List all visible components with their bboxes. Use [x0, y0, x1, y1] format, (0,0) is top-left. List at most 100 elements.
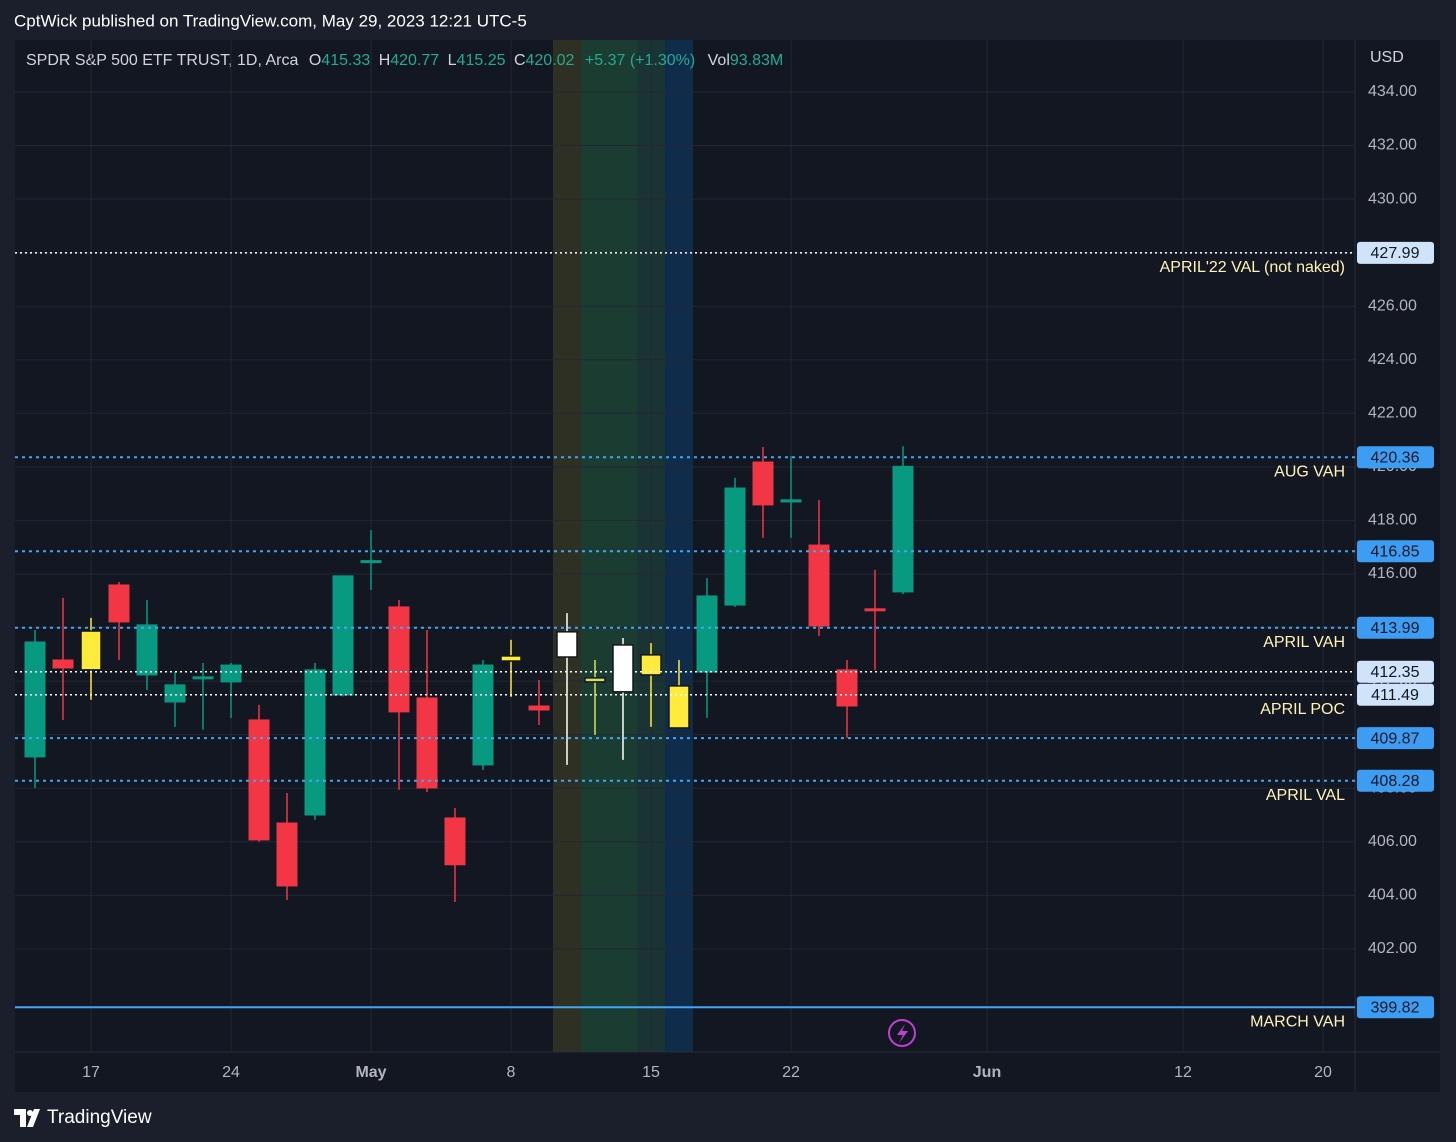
y-tick-label: 422.00 — [1368, 405, 1417, 422]
x-tick-label: 15 — [642, 1064, 660, 1081]
y-tick-label: 434.00 — [1368, 83, 1417, 100]
level-label: APRIL VAL — [1266, 787, 1345, 804]
band — [553, 40, 581, 1052]
candle-body — [612, 644, 634, 693]
candle-body — [416, 697, 438, 789]
y-tick-label: 426.00 — [1368, 297, 1417, 314]
candle-body — [472, 664, 494, 766]
level-badge — [1357, 446, 1434, 469]
candle-body — [360, 560, 382, 564]
brand-name: TradingView — [47, 1107, 152, 1128]
level-value: 412.35 — [1371, 664, 1420, 681]
currency-label: USD — [1370, 49, 1404, 66]
candle-body — [248, 719, 270, 841]
candle-body — [304, 669, 326, 816]
y-tick-label: 402.00 — [1368, 940, 1417, 957]
candle-body — [388, 606, 410, 713]
legend: SPDR S&P 500 ETF TRUST, 1D, Arca O415.33… — [26, 52, 783, 69]
candle-body — [752, 461, 774, 506]
candle-body — [724, 487, 746, 606]
y-tick-label: 406.00 — [1368, 833, 1417, 850]
legend-key: H — [379, 52, 391, 69]
y-tick-label: 432.00 — [1368, 137, 1417, 154]
candle-body — [808, 544, 830, 627]
candle-body — [640, 654, 662, 676]
publisher-header: CptWick published on TradingView.com, Ma… — [14, 11, 527, 30]
legend-key: C — [514, 52, 526, 69]
brand-logo — [14, 1109, 40, 1127]
level-badge — [1357, 727, 1434, 750]
level-badge — [1357, 996, 1434, 1019]
level-badge — [1357, 660, 1434, 683]
level-label: APRIL VAH — [1263, 634, 1345, 651]
alert-icon — [888, 1019, 916, 1047]
level-value: 408.28 — [1371, 773, 1420, 790]
level-value: 413.99 — [1371, 620, 1420, 637]
candle-body — [836, 669, 858, 707]
level-value: 416.85 — [1371, 543, 1420, 560]
x-tick-label: 12 — [1174, 1064, 1192, 1081]
brand-logo — [27, 1110, 33, 1116]
candle-body — [892, 465, 914, 593]
level-value: 399.82 — [1371, 999, 1420, 1016]
level-label: AUG VAH — [1274, 463, 1345, 480]
candle-body — [276, 822, 298, 887]
level-value: 420.36 — [1371, 449, 1420, 466]
candle-body — [192, 676, 214, 680]
candle-body — [584, 677, 606, 683]
y-tick-label: 430.00 — [1368, 190, 1417, 207]
candle-body — [52, 659, 74, 669]
candle-body — [332, 575, 354, 696]
candle-body — [108, 584, 130, 623]
legend-value: 420.77 — [390, 52, 439, 69]
candle-body — [220, 664, 242, 683]
level-badge — [1357, 540, 1434, 563]
legend-key: Vol — [708, 52, 730, 69]
level-badge — [1357, 241, 1434, 264]
level-label: APRIL'22 VAL (not naked) — [1160, 259, 1345, 276]
legend-value: 420.02 — [526, 52, 575, 69]
candle-body — [136, 624, 158, 676]
x-tick-label: Jun — [973, 1064, 1001, 1081]
x-tick-label: May — [355, 1064, 386, 1081]
band — [581, 40, 637, 1052]
candle-body — [780, 499, 802, 503]
y-tick-label: 418.00 — [1368, 512, 1417, 529]
level-badge — [1357, 616, 1434, 639]
candle-body — [696, 595, 718, 673]
candle-body — [444, 817, 466, 866]
level-label: MARCH VAH — [1250, 1013, 1345, 1030]
x-tick-label: 17 — [82, 1064, 100, 1081]
legend-change: +5.37 (+1.30%) — [585, 52, 695, 69]
y-tick-label: 424.00 — [1368, 351, 1417, 368]
legend-value: 415.33 — [321, 52, 370, 69]
legend-value: 93.83M — [730, 52, 783, 69]
candle-body — [864, 608, 886, 612]
candle-body — [668, 685, 690, 729]
brand — [14, 1109, 40, 1127]
x-tick-label: 24 — [222, 1064, 240, 1081]
legend-key: L — [448, 52, 457, 69]
level-badge — [1357, 683, 1434, 706]
legend-value: 415.25 — [457, 52, 506, 69]
x-tick-label: 8 — [507, 1064, 516, 1081]
icon-circle — [888, 1019, 916, 1047]
legend-title: SPDR S&P 500 ETF TRUST, 1D, Arca — [26, 52, 298, 69]
level-value: 411.49 — [1371, 687, 1419, 704]
y-tick-label: 416.00 — [1368, 565, 1417, 582]
level-badge — [1357, 769, 1434, 792]
candle-body — [24, 641, 46, 758]
candle-body — [164, 684, 186, 703]
candle-body — [528, 705, 550, 711]
band — [665, 40, 693, 1052]
x-tick-label: 22 — [782, 1064, 800, 1081]
candle-body — [500, 655, 522, 662]
candle-body — [80, 630, 102, 671]
x-tick-label: 20 — [1314, 1064, 1332, 1081]
y-tick-label: 404.00 — [1368, 887, 1417, 904]
level-label: APRIL POC — [1260, 701, 1345, 718]
legend-key: O — [309, 52, 321, 69]
icon-bolt — [897, 1024, 908, 1043]
level-value: 427.99 — [1371, 245, 1420, 262]
